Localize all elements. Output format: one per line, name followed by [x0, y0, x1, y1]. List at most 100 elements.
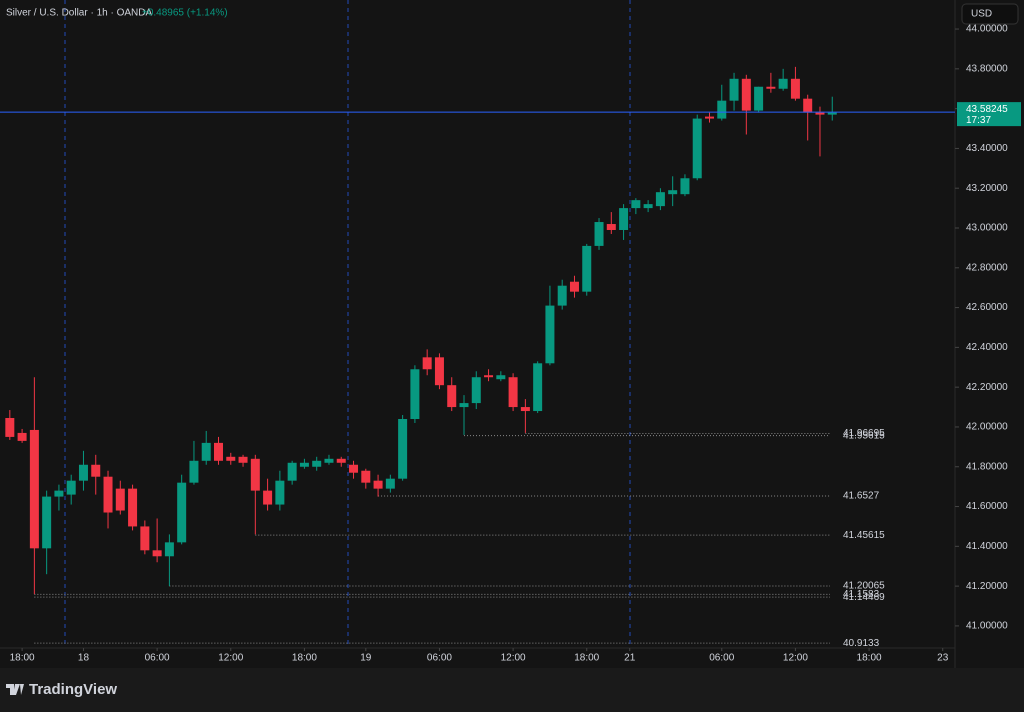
y-tick-label: 42.40000 [966, 342, 1008, 353]
candle-body [177, 482, 187, 543]
y-tick-label: 42.60000 [966, 302, 1008, 313]
candle-body [557, 285, 567, 306]
candle-body [349, 464, 359, 473]
candle-body [717, 100, 727, 119]
candle-body [42, 496, 52, 549]
candle-body [312, 460, 322, 467]
candle-body [434, 357, 444, 386]
candle-body [189, 460, 199, 483]
candle-body [299, 462, 309, 467]
y-tick-label: 42.00000 [966, 422, 1008, 433]
chart-bg [0, 0, 1024, 668]
candle-body [263, 490, 273, 505]
candle-body [91, 464, 101, 477]
candle-body [373, 480, 383, 489]
candle-body [398, 419, 408, 479]
candle-body [520, 407, 530, 412]
level-label: 41.20065 [843, 581, 885, 592]
candle-body [704, 116, 714, 119]
candle-body [631, 200, 641, 209]
candle-body [619, 208, 629, 230]
candle-body [655, 192, 665, 207]
y-tick-label: 41.00000 [966, 621, 1008, 632]
candle-body [410, 369, 420, 420]
x-tick-label: 12:00 [501, 653, 526, 664]
candle-body [508, 377, 518, 408]
candle-body [803, 98, 813, 113]
candle-body [385, 478, 395, 489]
candle-body [545, 305, 555, 364]
change: +0.48965 (+1.14%) [142, 8, 228, 19]
y-tick-label: 43.20000 [966, 183, 1008, 194]
y-tick-label: 41.40000 [966, 541, 1008, 552]
x-tick-label: 12:00 [218, 653, 243, 664]
candle-body [152, 550, 162, 557]
x-tick-label: 21 [624, 653, 636, 664]
candle-body [533, 363, 543, 412]
candle-body [496, 375, 506, 380]
x-tick-label: 06:00 [145, 653, 170, 664]
candle-body [422, 357, 432, 370]
last-price-box [957, 102, 1021, 127]
x-tick-label: 19 [360, 653, 372, 664]
candle-body [238, 456, 248, 463]
logo-icon [6, 684, 24, 695]
level-label: 40.9133 [843, 638, 880, 649]
x-tick-label: 06:00 [709, 653, 734, 664]
y-tick-label: 43.80000 [966, 63, 1008, 74]
candle-body [594, 222, 604, 246]
y-tick-label: 43.00000 [966, 223, 1008, 234]
x-tick-label: 18:00 [10, 653, 35, 664]
level-label: 41.6527 [843, 491, 880, 502]
candle-body [643, 204, 653, 209]
y-tick-label: 43.40000 [966, 143, 1008, 154]
candle-body [692, 118, 702, 179]
candle-body [754, 86, 764, 111]
countdown: 17:37 [966, 115, 991, 126]
candle-body [324, 458, 334, 463]
candle-body [361, 470, 371, 483]
symbol: Silver / U.S. Dollar · 1h · OANDA [6, 8, 152, 19]
currency-button[interactable] [961, 3, 1019, 25]
candle-body [103, 476, 113, 513]
candle-body [815, 112, 825, 115]
candle-body [164, 542, 174, 557]
candle-body [484, 375, 494, 378]
candle-body [778, 78, 788, 89]
x-tick-label: 12:00 [783, 653, 808, 664]
footer [0, 668, 1024, 712]
candle-body [668, 190, 678, 195]
candle-body [447, 385, 457, 408]
y-tick-label: 42.20000 [966, 382, 1008, 393]
candle-body [140, 526, 150, 551]
candle-body [827, 112, 837, 115]
candle-body [741, 78, 751, 111]
candle-body [54, 490, 64, 497]
brand: TradingView [29, 681, 117, 698]
candle-body [459, 403, 469, 408]
candle-body [275, 480, 285, 505]
candle-body [582, 245, 592, 292]
level-label: 41.95615 [843, 430, 885, 441]
candle-body [471, 377, 481, 404]
candle-body [29, 429, 39, 549]
level-label: 41.45615 [843, 530, 885, 541]
candle-body [766, 86, 776, 89]
candle-body [790, 78, 800, 99]
candle-body [17, 432, 27, 441]
y-tick-label: 42.80000 [966, 262, 1008, 273]
last-price-label: 43.58245 [966, 104, 1008, 115]
x-tick-label: 18:00 [857, 653, 882, 664]
candle-body [569, 281, 579, 292]
x-tick-label: 23 [937, 653, 949, 664]
y-tick-label: 41.60000 [966, 501, 1008, 512]
candle-body [250, 458, 260, 491]
candle-body [226, 456, 236, 461]
currency[interactable]: USD [971, 9, 992, 20]
y-tick-label: 44.00000 [966, 24, 1008, 35]
x-tick-label: 06:00 [427, 653, 452, 664]
candle-body [606, 224, 616, 230]
x-tick-label: 18 [78, 653, 90, 664]
candle-body [213, 442, 223, 461]
